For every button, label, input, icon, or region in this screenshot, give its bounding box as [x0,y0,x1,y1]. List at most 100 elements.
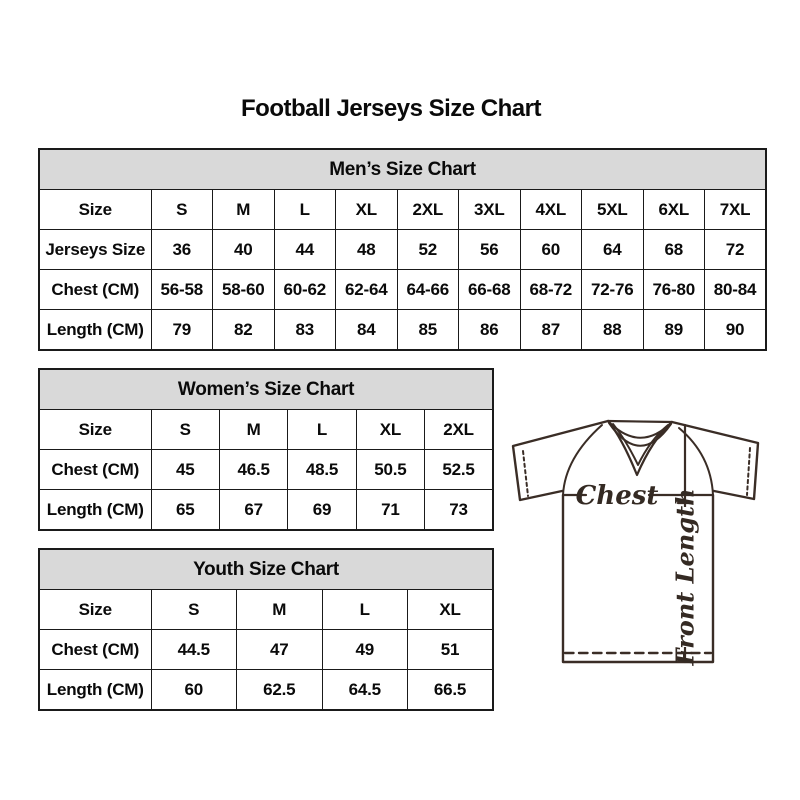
value-cell: 51 [407,629,494,670]
value-cell: 89 [642,309,705,351]
value-cell: M [212,189,275,230]
youth-size-table: Youth Size Chart Size S M L XL Chest (CM) 44.5 4… [38,548,494,711]
value-cell: 44.5 [150,629,237,670]
front-length-label-backing [670,507,700,647]
table-row: Length (CM) 60 62.5 64.5 66.5 [38,669,494,711]
value-cell: 48.5 [287,449,357,490]
value-cell: L [287,409,357,450]
chest-label: Chest [576,481,659,511]
value-cell: 60 [519,229,582,270]
value-cell: 83 [273,309,336,351]
row-label-cell: Jerseys Size [38,229,152,270]
value-cell: M [236,589,323,630]
value-cell: S [150,189,213,230]
value-cell: 66-68 [458,269,521,310]
row-label-cell: Length (CM) [38,669,152,711]
value-cell: 56-58 [150,269,213,310]
row-label-cell: Size [38,409,152,450]
value-cell: 79 [150,309,213,351]
value-cell: 68 [642,229,705,270]
row-label-cell: Chest (CM) [38,629,152,670]
value-cell: 2XL [396,189,459,230]
table-section-header-row: Women’s Size Chart [38,368,494,410]
value-cell: 76-80 [642,269,705,310]
value-cell: 58-60 [212,269,275,310]
value-cell: 40 [212,229,275,270]
value-cell: 64.5 [321,669,408,711]
value-cell: XL [335,189,398,230]
size-header-row: Size S M L XL [38,589,494,630]
jersey-left-cuff-dashes [522,450,529,497]
mens-size-table: Men’s Size Chart Size S M L XL 2XL 3XL 4XL 5XL 6XL… [38,148,768,351]
value-cell: 3XL [458,189,521,230]
value-cell: 80-84 [704,269,767,310]
table-row: Chest (CM) 44.5 47 49 51 [38,629,494,670]
value-cell: 2XL [424,409,494,450]
value-cell: 36 [150,229,213,270]
jersey-right-sleeve [670,420,760,501]
value-cell: 64 [581,229,644,270]
value-cell: 67 [218,489,289,531]
value-cell: 60 [150,669,237,711]
size-header-row: Size S M L XL 2XL 3XL 4XL 5XL 6XL 7XL [38,189,767,230]
value-cell: 86 [458,309,521,351]
jersey-measurement-diagram: Chest Front Length [511,419,760,667]
row-label-cell: Length (CM) [38,489,152,531]
table-row: Jerseys Size 36 40 44 48 52 56 60 64 68 72 [38,229,767,270]
jersey-collar-outer-v [606,419,674,477]
row-label-cell: Size [38,589,152,630]
value-cell: 90 [704,309,767,351]
value-cell: 66.5 [407,669,494,711]
value-cell: 85 [396,309,459,351]
value-cell: 52 [396,229,459,270]
jersey-left-armhole-seam [562,424,603,496]
value-cell: 69 [287,489,357,531]
value-cell: 4XL [519,189,582,230]
table-section-title: Youth Size Chart [38,548,494,590]
table-row: Chest (CM) 45 46.5 48.5 50.5 52.5 [38,449,494,490]
value-cell: 50.5 [355,449,426,490]
value-cell: 71 [355,489,426,531]
value-cell: 49 [321,629,408,670]
size-header-row: Size S M L XL 2XL [38,409,494,450]
value-cell: XL [407,589,494,630]
row-label-cell: Size [38,189,152,230]
table-row: Length (CM) 79 82 83 84 85 86 87 88 89 90 [38,309,767,351]
jersey-right-cuff-dashes [746,447,751,496]
jersey-collar-top-edge [606,419,674,424]
value-cell: 72 [704,229,767,270]
table-section-title: Women’s Size Chart [38,368,494,410]
value-cell: 64-66 [396,269,459,310]
value-cell: 82 [212,309,275,351]
value-cell: 6XL [642,189,705,230]
value-cell: 48 [335,229,398,270]
value-cell: 47 [236,629,323,670]
jersey-left-sleeve [511,419,610,502]
value-cell: S [150,589,237,630]
value-cell: 72-76 [581,269,644,310]
value-cell: 52.5 [424,449,494,490]
front-length-label: Front Length [671,488,700,666]
value-cell: 7XL [704,189,767,230]
table-section-title: Men’s Size Chart [38,148,767,190]
value-cell: L [321,589,408,630]
value-cell: 84 [335,309,398,351]
table-section-header-row: Youth Size Chart [38,548,494,590]
value-cell: L [273,189,336,230]
value-cell: 73 [424,489,494,531]
value-cell: 68-72 [519,269,582,310]
value-cell: 62-64 [335,269,398,310]
table-row: Chest (CM) 56-58 58-60 60-62 62-64 64-66 66-68… [38,269,767,310]
value-cell: 44 [273,229,336,270]
value-cell: S [150,409,220,450]
row-label-cell: Length (CM) [38,309,152,351]
value-cell: XL [355,409,426,450]
value-cell: 87 [519,309,582,351]
value-cell: M [218,409,289,450]
jersey-body-outline [561,493,715,664]
value-cell: 88 [581,309,644,351]
value-cell: 62.5 [236,669,323,711]
page-title: Football Jerseys Size Chart [241,95,541,122]
jersey-collar-inner-v [612,423,669,466]
